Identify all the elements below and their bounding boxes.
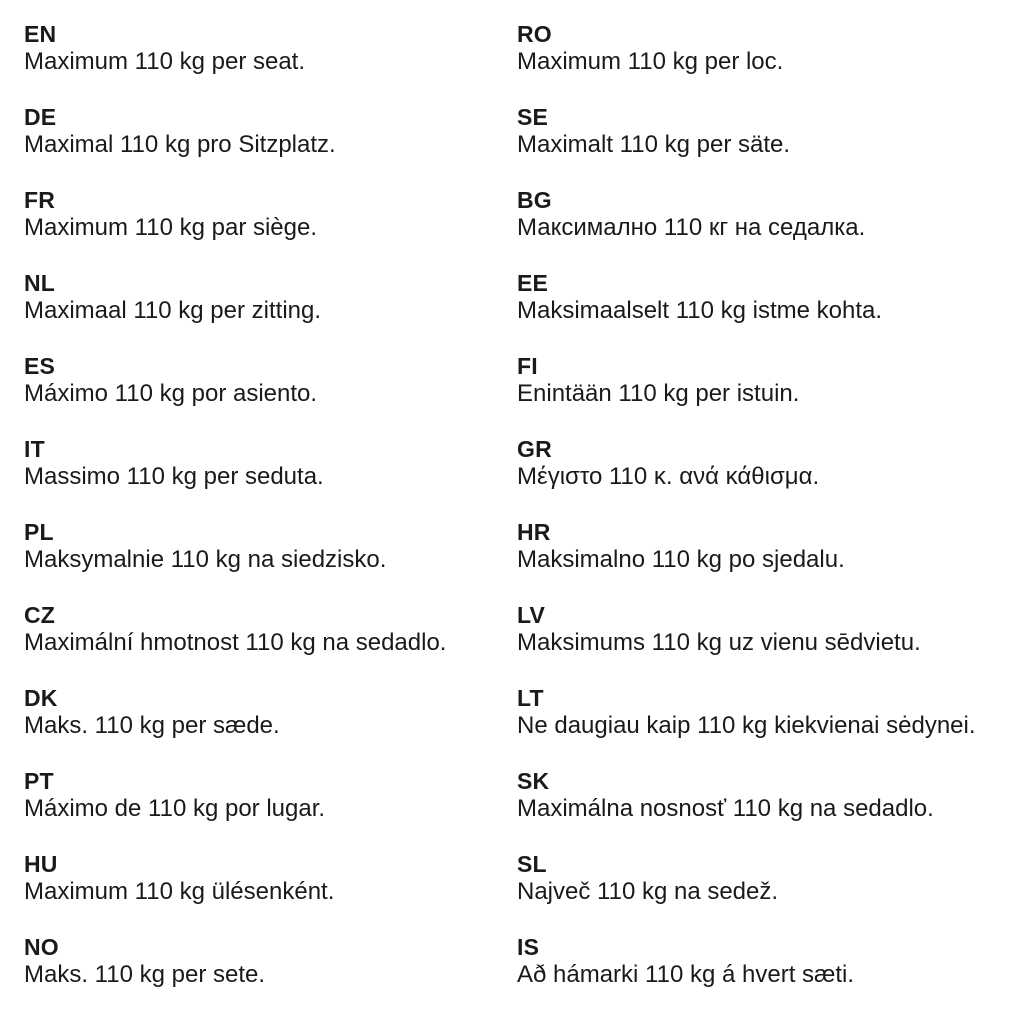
language-entry: LT Ne daugiau kaip 110 kg kiekvienai sėd…: [517, 684, 1014, 740]
language-code-label: CZ: [24, 602, 56, 628]
warning-text: Maximální hmotnost 110 kg na sedadlo.: [24, 629, 447, 656]
warning-text: Maksymalnie 110 kg na siedzisko.: [24, 546, 387, 573]
warning-text: Enintään 110 kg per istuin.: [517, 380, 800, 407]
language-code-label: NL: [24, 270, 56, 296]
language-code-label: PL: [24, 519, 54, 545]
warning-text: Ne daugiau kaip 110 kg kiekvienai sėdyne…: [517, 712, 976, 739]
warning-text: Maksimums 110 kg uz vienu sēdvietu.: [517, 629, 921, 656]
warning-text: Maximalt 110 kg per säte.: [517, 131, 791, 158]
warning-text: Máximo 110 kg por asiento.: [24, 380, 318, 407]
language-entry: EE Maksimaalselt 110 kg istme kohta.: [517, 269, 1014, 325]
language-code-label: LT: [517, 685, 544, 711]
language-code-label: FI: [517, 353, 538, 379]
warning-text: Največ 110 kg na sedež.: [517, 878, 779, 905]
warning-text: Massimo 110 kg per seduta.: [24, 463, 324, 490]
language-entry: FR Maximum 110 kg par siège.: [24, 186, 517, 242]
language-code-label: SE: [517, 104, 549, 130]
language-code-label: EN: [24, 21, 57, 47]
warning-text: Максимално 110 кг на седалка.: [517, 214, 866, 241]
language-code-label: PT: [24, 768, 54, 794]
language-entry: IT Massimo 110 kg per seduta.: [24, 435, 517, 491]
language-entry: DE Maximal 110 kg pro Sitzplatz.: [24, 103, 517, 159]
warning-text: Maximal 110 kg pro Sitzplatz.: [24, 131, 336, 158]
warning-text: Maks. 110 kg per sæde.: [24, 712, 280, 739]
language-code-label: DE: [24, 104, 57, 130]
warning-text: Máximo de 110 kg por lugar.: [24, 795, 326, 822]
language-code-label: SL: [517, 851, 547, 877]
language-entry: BG Максимално 110 кг на седалка.: [517, 186, 1014, 242]
warning-text: Að hámarki 110 kg á hvert sæti.: [517, 961, 855, 988]
warning-text: Maximum 110 kg per loc.: [517, 48, 784, 75]
language-code-label: SK: [517, 768, 550, 794]
warning-text: Maks. 110 kg per sete.: [24, 961, 266, 988]
right-column: RO Maximum 110 kg per loc. SE Maximalt 1…: [517, 20, 1014, 1016]
language-code-label: IS: [517, 934, 540, 960]
language-entry: PT Máximo de 110 kg por lugar.: [24, 767, 517, 823]
language-entry: NO Maks. 110 kg per sete.: [24, 933, 517, 989]
language-code-label: LV: [517, 602, 546, 628]
language-code-label: EE: [517, 270, 549, 296]
warning-text: Maximum 110 kg ülésenként.: [24, 878, 335, 905]
language-code-label: HU: [24, 851, 58, 877]
language-entry: HR Maksimalno 110 kg po sjedalu.: [517, 518, 1014, 574]
language-entry: RO Maximum 110 kg per loc.: [517, 20, 1014, 76]
warning-text: Maksimaalselt 110 kg istme kohta.: [517, 297, 883, 324]
language-entry: LV Maksimums 110 kg uz vienu sēdvietu.: [517, 601, 1014, 657]
language-entry: NL Maximaal 110 kg per zitting.: [24, 269, 517, 325]
left-column: EN Maximum 110 kg per seat. DE Maximal 1…: [24, 20, 517, 1016]
language-code-label: IT: [24, 436, 45, 462]
warning-text: Maximálna nosnosť 110 kg na sedadlo.: [517, 795, 934, 822]
warning-text: Maximaal 110 kg per zitting.: [24, 297, 322, 324]
language-entry: GR Μέγιστο 110 κ. ανά κάθισμα.: [517, 435, 1014, 491]
language-code-label: RO: [517, 21, 552, 47]
language-entry: PL Maksymalnie 110 kg na siedzisko.: [24, 518, 517, 574]
language-code-label: HR: [517, 519, 551, 545]
warning-text: Maximum 110 kg per seat.: [24, 48, 306, 75]
language-code-label: GR: [517, 436, 552, 462]
language-entry: SL Največ 110 kg na sedež.: [517, 850, 1014, 906]
language-code-label: FR: [24, 187, 56, 213]
language-entry: SE Maximalt 110 kg per säte.: [517, 103, 1014, 159]
language-entry: ES Máximo 110 kg por asiento.: [24, 352, 517, 408]
warning-text: Maksimalno 110 kg po sjedalu.: [517, 546, 845, 573]
warning-text: Μέγιστο 110 κ. ανά κάθισμα.: [517, 463, 820, 490]
language-entry: IS Að hámarki 110 kg á hvert sæti.: [517, 933, 1014, 989]
language-code-label: NO: [24, 934, 59, 960]
language-entry: EN Maximum 110 kg per seat.: [24, 20, 517, 76]
language-entry: SK Maximálna nosnosť 110 kg na sedadlo.: [517, 767, 1014, 823]
warning-text: Maximum 110 kg par siège.: [24, 214, 318, 241]
language-code-label: DK: [24, 685, 58, 711]
language-entry: FI Enintään 110 kg per istuin.: [517, 352, 1014, 408]
language-entry: HU Maximum 110 kg ülésenként.: [24, 850, 517, 906]
language-code-label: ES: [24, 353, 56, 379]
language-entry: DK Maks. 110 kg per sæde.: [24, 684, 517, 740]
language-code-label: BG: [517, 187, 552, 213]
language-entry: CZ Maximální hmotnost 110 kg na sedadlo.: [24, 601, 517, 657]
